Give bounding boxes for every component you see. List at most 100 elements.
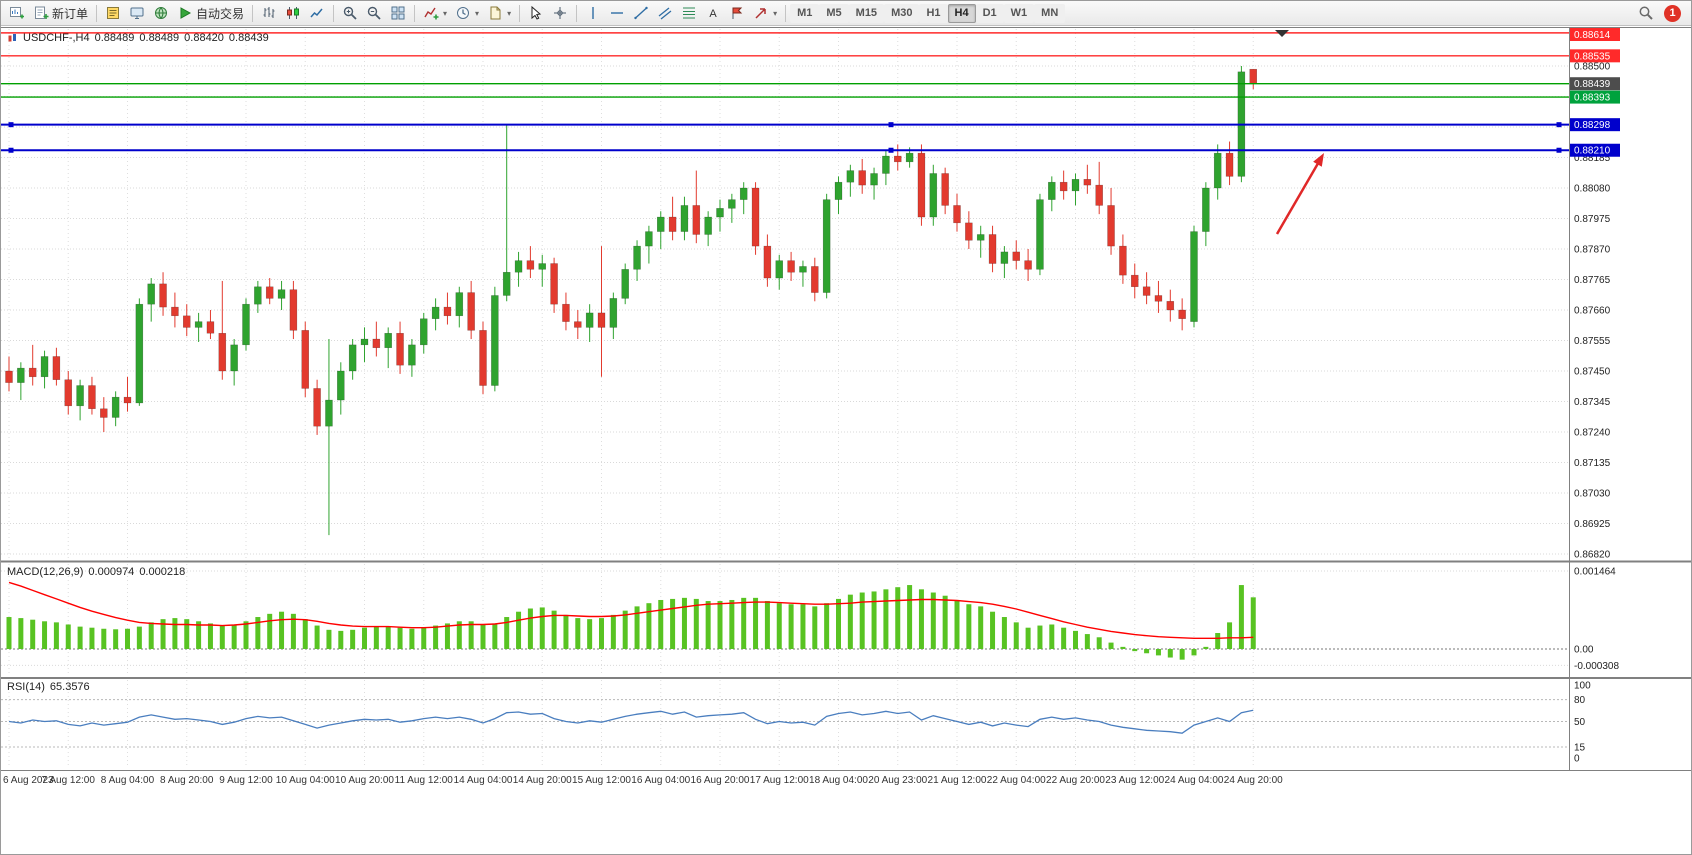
timeframe-m1[interactable]: M1: [790, 3, 820, 23]
new-order-button[interactable]: 新订单: [29, 3, 92, 24]
ohlc-open: 0.88489: [94, 32, 135, 44]
trendline-button[interactable]: [629, 3, 653, 24]
svg-text:0.88080: 0.88080: [1574, 184, 1611, 195]
cursor-button[interactable]: [524, 3, 548, 24]
timeframe-m30[interactable]: M30: [884, 3, 920, 23]
toolbar-buttons: 新订单 自动交易 ▾ ▾ ▾ A ▾ M1 M5 M15 M30 H1 H4 D1 W1 MN: [5, 3, 1066, 24]
dropdown-caret-icon: ▾: [507, 8, 512, 18]
svg-text:0.88298: 0.88298: [1574, 120, 1611, 131]
svg-text:0.87975: 0.87975: [1574, 214, 1611, 225]
candles-icon: [285, 5, 301, 21]
svg-text:0.88210: 0.88210: [1574, 146, 1611, 157]
auto-trading-button[interactable]: 自动交易: [173, 3, 248, 24]
timeframe-m5[interactable]: M5: [819, 3, 849, 23]
tile-windows-button[interactable]: [386, 3, 410, 24]
indicators-button[interactable]: ▾: [419, 3, 451, 24]
search-button[interactable]: [1634, 3, 1658, 24]
indicators-icon: [423, 5, 439, 21]
new-order-button-label: 新订单: [52, 6, 89, 21]
navigator-icon: [153, 5, 169, 21]
label-tool-icon: [729, 5, 745, 21]
text-icon: A: [705, 5, 721, 21]
dropdown-caret-icon: ▾: [443, 8, 448, 18]
timeframe-w1[interactable]: W1: [1003, 3, 1035, 23]
new-chart-button[interactable]: [5, 3, 29, 24]
svg-text:0.87030: 0.87030: [1574, 489, 1611, 500]
navigator-button[interactable]: [149, 3, 173, 24]
svg-text:0.87135: 0.87135: [1574, 458, 1611, 469]
svg-text:0: 0: [1574, 754, 1580, 765]
cursor-icon: [528, 5, 544, 21]
rsi-value: 65.3576: [49, 681, 90, 693]
auto-trading-button-label: 自动交易: [196, 6, 245, 21]
svg-text:17 Aug 12:00: 17 Aug 12:00: [750, 775, 809, 786]
svg-text:0.87870: 0.87870: [1574, 245, 1611, 256]
symbol-chart-icon: [8, 33, 18, 43]
vline-icon: [585, 5, 601, 21]
svg-text:16 Aug 20:00: 16 Aug 20:00: [691, 775, 750, 786]
svg-text:0.86820: 0.86820: [1574, 550, 1611, 561]
toolbar: 新订单 自动交易 ▾ ▾ ▾ A ▾ M1 M5 M15 M30 H1 H4 D1 W1 MN 1: [1, 1, 1691, 26]
svg-text:24 Aug 20:00: 24 Aug 20:00: [1224, 775, 1283, 786]
fibo-icon: [681, 5, 697, 21]
channel-icon: [657, 5, 673, 21]
svg-text:6 Aug 2023: 6 Aug 2023: [3, 775, 54, 786]
svg-text:9 Aug 12:00: 9 Aug 12:00: [219, 775, 273, 786]
rsi-header: RSI(14) 65.3576: [7, 681, 90, 693]
templates-button[interactable]: ▾: [483, 3, 515, 24]
timeframe-mn[interactable]: MN: [1034, 3, 1066, 23]
arrows-icon: [753, 5, 769, 21]
svg-text:0.87345: 0.87345: [1574, 397, 1611, 408]
svg-text:-0.000308: -0.000308: [1574, 661, 1619, 672]
text-button[interactable]: A: [701, 3, 725, 24]
svg-text:20 Aug 23:00: 20 Aug 23:00: [868, 775, 927, 786]
linechart-icon: [309, 5, 325, 21]
timeframe-h4[interactable]: H4: [947, 3, 976, 23]
timeframe-m15[interactable]: M15: [848, 3, 885, 23]
fibonacci-button[interactable]: [677, 3, 701, 24]
macd-header: MACD(12,26,9) 0.000974 0.000218: [7, 566, 185, 578]
svg-text:0.88535: 0.88535: [1574, 51, 1611, 62]
channel-button[interactable]: [653, 3, 677, 24]
svg-text:0.88439: 0.88439: [1574, 79, 1611, 90]
timeframe-h1[interactable]: H1: [919, 3, 948, 23]
template-icon: [487, 5, 503, 21]
svg-text:0.87765: 0.87765: [1574, 275, 1611, 286]
svg-text:10 Aug 20:00: 10 Aug 20:00: [335, 775, 394, 786]
notification-badge[interactable]: 1: [1664, 4, 1681, 22]
horizontal-line-button[interactable]: [605, 3, 629, 24]
arrows-button[interactable]: ▾: [749, 3, 781, 24]
zoom-out-button[interactable]: [362, 3, 386, 24]
svg-text:14 Aug 04:00: 14 Aug 04:00: [454, 775, 513, 786]
toolbar-right: 1: [1634, 3, 1687, 24]
periods-button[interactable]: ▾: [451, 3, 483, 24]
svg-text:8 Aug 04:00: 8 Aug 04:00: [101, 775, 155, 786]
ohlc-low: 0.88420: [184, 32, 224, 44]
market-watch-icon: [105, 5, 121, 21]
hline-icon: [609, 5, 625, 21]
symbol-period-label: USDCHF-,H4: [23, 32, 90, 44]
market-watch-button[interactable]: [101, 3, 125, 24]
macd-main-value: 0.000974: [88, 566, 135, 578]
ohlc-close: 0.88439: [228, 32, 269, 44]
macd-name: MACD(12,26,9): [7, 566, 84, 578]
terminal-button[interactable]: [125, 3, 149, 24]
label-button[interactable]: [725, 3, 749, 24]
vertical-line-button[interactable]: [581, 3, 605, 24]
line-chart-button[interactable]: [305, 3, 329, 24]
svg-text:0.001464: 0.001464: [1574, 567, 1616, 578]
tile-icon: [390, 5, 406, 21]
autotrade-icon: [177, 5, 193, 21]
crosshair-button[interactable]: [548, 3, 572, 24]
svg-text:22 Aug 04:00: 22 Aug 04:00: [987, 775, 1046, 786]
svg-text:7 Aug 12:00: 7 Aug 12:00: [42, 775, 96, 786]
timeframe-d1[interactable]: D1: [975, 3, 1004, 23]
svg-text:0.00: 0.00: [1574, 645, 1594, 656]
candlestick-chart-button[interactable]: [281, 3, 305, 24]
zoom-in-button[interactable]: [338, 3, 362, 24]
svg-text:50: 50: [1574, 717, 1586, 728]
toolbar-separator: [96, 4, 98, 22]
bar-chart-button[interactable]: [257, 3, 281, 24]
